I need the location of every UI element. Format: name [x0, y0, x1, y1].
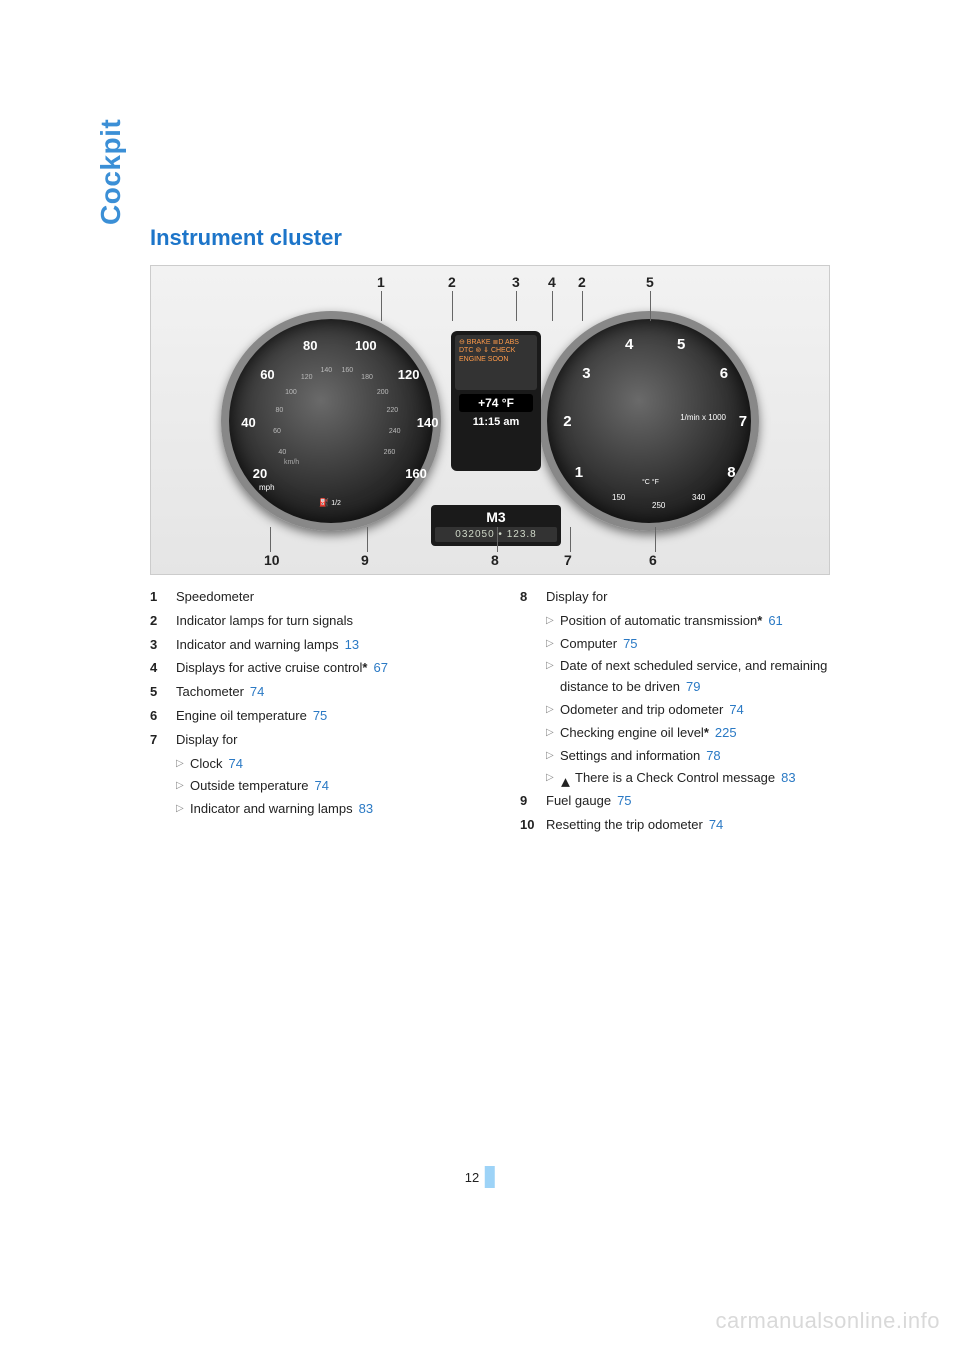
triangle-bullet-icon: ▷ — [546, 656, 560, 698]
page-ref-link[interactable]: 225 — [715, 725, 737, 740]
page-ref-link[interactable]: 67 — [373, 660, 387, 675]
legend-subitem-text: Clock74 — [190, 754, 490, 775]
legend-item: 7Display for — [150, 730, 490, 751]
legend-subitem: ▷There is a Check Control message83 — [546, 768, 860, 789]
legend-left-column: 1Speedometer2Indicator lamps for turn si… — [150, 587, 490, 839]
instrument-cluster-figure: 2040608010012014016040608010012014016018… — [150, 265, 830, 575]
legend-item-number: 2 — [150, 611, 176, 632]
legend-subitem: ▷Odometer and trip odometer74 — [546, 700, 860, 721]
page-ref-link[interactable]: 74 — [229, 756, 243, 771]
legend-subitem: ▷Settings and information78 — [546, 746, 860, 767]
legend-subitem-text: Checking engine oil level*225 — [560, 723, 860, 744]
legend-item-number: 7 — [150, 730, 176, 751]
section-title: Instrument cluster — [150, 225, 860, 251]
page-ref-link[interactable]: 83 — [781, 770, 795, 785]
legend-subitem-text: Odometer and trip odometer74 — [560, 700, 860, 721]
legend-subitem-text: Outside temperature74 — [190, 776, 490, 797]
warning-icon — [560, 774, 571, 784]
page-content: Instrument cluster 204060801001201401604… — [105, 225, 860, 839]
legend-subitem-text: Date of next scheduled service, and rema… — [560, 656, 860, 698]
page-ref-link[interactable]: 13 — [345, 637, 359, 652]
legend-item: 3Indicator and warning lamps13 — [150, 635, 490, 656]
triangle-bullet-icon: ▷ — [176, 799, 190, 820]
triangle-bullet-icon: ▷ — [546, 634, 560, 655]
triangle-bullet-icon: ▷ — [546, 723, 560, 744]
legend-subitem: ▷Date of next scheduled service, and rem… — [546, 656, 860, 698]
legend-item: 10Resetting the trip odometer74 — [520, 815, 860, 836]
legend-subitem-text: Settings and information78 — [560, 746, 860, 767]
legend-item-text: Speedometer — [176, 587, 490, 608]
legend-item-number: 1 — [150, 587, 176, 608]
legend-subitem: ▷Computer75 — [546, 634, 860, 655]
legend-subitem: ▷Outside temperature74 — [176, 776, 490, 797]
legend-item: 4Displays for active cruise control*67 — [150, 658, 490, 679]
legend-item-number: 8 — [520, 587, 546, 608]
watermark: carmanualsonline.info — [715, 1308, 940, 1334]
legend-item: 2Indicator lamps for turn signals — [150, 611, 490, 632]
legend-item-number: 3 — [150, 635, 176, 656]
page-ref-link[interactable]: 74 — [250, 684, 264, 699]
legend-subitem: ▷Position of automatic transmission*61 — [546, 611, 860, 632]
page-ref-link[interactable]: 79 — [686, 679, 700, 694]
page-ref-link[interactable]: 74 — [709, 817, 723, 832]
legend-subitem-text: Position of automatic transmission*61 — [560, 611, 860, 632]
legend-item-text: Tachometer74 — [176, 682, 490, 703]
legend-subitem: ▷Indicator and warning lamps83 — [176, 799, 490, 820]
legend-item: 6Engine oil temperature75 — [150, 706, 490, 727]
legend-item-text: Display for — [176, 730, 490, 751]
legend-item-number: 5 — [150, 682, 176, 703]
legend-subitem-text: Indicator and warning lamps83 — [190, 799, 490, 820]
legend-item-text: Indicator lamps for turn signals — [176, 611, 490, 632]
page-ref-link[interactable]: 83 — [359, 801, 373, 816]
page-ref-link[interactable]: 75 — [313, 708, 327, 723]
legend-item-number: 6 — [150, 706, 176, 727]
legend-item: 8Display for — [520, 587, 860, 608]
page-ref-link[interactable]: 74 — [729, 702, 743, 717]
page-ref-link[interactable]: 78 — [706, 748, 720, 763]
side-tab-label: Cockpit — [95, 119, 127, 225]
triangle-bullet-icon: ▷ — [546, 746, 560, 767]
page-number: 12 — [465, 1166, 495, 1188]
legend-subitem: ▷Checking engine oil level*225 — [546, 723, 860, 744]
page-ref-link[interactable]: 61 — [768, 613, 782, 628]
page-number-text: 12 — [465, 1170, 479, 1185]
legend-item-text: Fuel gauge75 — [546, 791, 860, 812]
legend-item-text: Engine oil temperature75 — [176, 706, 490, 727]
legend-subitem: ▷Clock74 — [176, 754, 490, 775]
page-ref-link[interactable]: 75 — [617, 793, 631, 808]
legend-item-text: Resetting the trip odometer74 — [546, 815, 860, 836]
legend-item-text: Display for — [546, 587, 860, 608]
legend-item-number: 9 — [520, 791, 546, 812]
triangle-bullet-icon: ▷ — [176, 776, 190, 797]
legend-item-number: 10 — [520, 815, 546, 836]
legend-item: 9Fuel gauge75 — [520, 791, 860, 812]
triangle-bullet-icon: ▷ — [546, 700, 560, 721]
legend-right-column: 8Display for▷Position of automatic trans… — [520, 587, 860, 839]
triangle-bullet-icon: ▷ — [546, 768, 560, 789]
legend-columns: 1Speedometer2Indicator lamps for turn si… — [150, 587, 860, 839]
legend-item: 5Tachometer74 — [150, 682, 490, 703]
legend-subitem-text: Computer75 — [560, 634, 860, 655]
page-ref-link[interactable]: 74 — [315, 778, 329, 793]
page-number-bar — [485, 1166, 495, 1188]
page-ref-link[interactable]: 75 — [623, 636, 637, 651]
legend-item-number: 4 — [150, 658, 176, 679]
legend-subitem-text: There is a Check Control message83 — [560, 768, 860, 789]
legend-item: 1Speedometer — [150, 587, 490, 608]
legend-item-text: Displays for active cruise control*67 — [176, 658, 490, 679]
triangle-bullet-icon: ▷ — [546, 611, 560, 632]
legend-item-text: Indicator and warning lamps13 — [176, 635, 490, 656]
triangle-bullet-icon: ▷ — [176, 754, 190, 775]
